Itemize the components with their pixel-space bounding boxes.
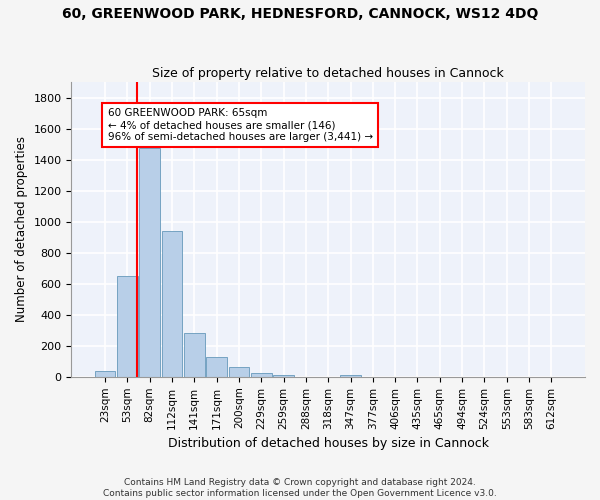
Bar: [95, 371, 115, 377]
Bar: [273, 376, 294, 377]
Bar: [251, 374, 272, 377]
Bar: [162, 232, 182, 377]
Bar: [184, 332, 205, 377]
X-axis label: Distribution of detached houses by size in Cannock: Distribution of detached houses by size …: [168, 437, 489, 450]
Text: 60 GREENWOOD PARK: 65sqm
← 4% of detached houses are smaller (146)
96% of semi-d: 60 GREENWOOD PARK: 65sqm ← 4% of detache…: [107, 108, 373, 142]
Bar: [117, 276, 137, 377]
Title: Size of property relative to detached houses in Cannock: Size of property relative to detached ho…: [152, 66, 504, 80]
Bar: [206, 357, 227, 377]
Bar: [229, 367, 249, 377]
Bar: [340, 376, 361, 377]
Y-axis label: Number of detached properties: Number of detached properties: [15, 136, 28, 322]
Text: Contains HM Land Registry data © Crown copyright and database right 2024.
Contai: Contains HM Land Registry data © Crown c…: [103, 478, 497, 498]
Bar: [139, 148, 160, 377]
Text: 60, GREENWOOD PARK, HEDNESFORD, CANNOCK, WS12 4DQ: 60, GREENWOOD PARK, HEDNESFORD, CANNOCK,…: [62, 8, 538, 22]
